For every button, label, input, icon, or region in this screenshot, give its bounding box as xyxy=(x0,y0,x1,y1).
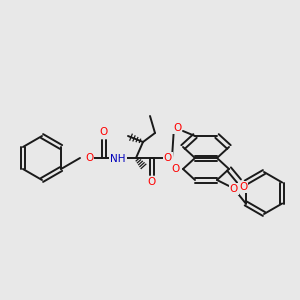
Text: O: O xyxy=(164,153,172,163)
Text: O: O xyxy=(85,153,93,163)
Text: O: O xyxy=(230,184,238,194)
Text: NH: NH xyxy=(110,154,126,164)
Text: O: O xyxy=(239,182,247,192)
Text: O: O xyxy=(172,164,180,174)
Text: O: O xyxy=(100,127,108,137)
Text: O: O xyxy=(148,177,156,187)
Text: O: O xyxy=(173,123,181,133)
